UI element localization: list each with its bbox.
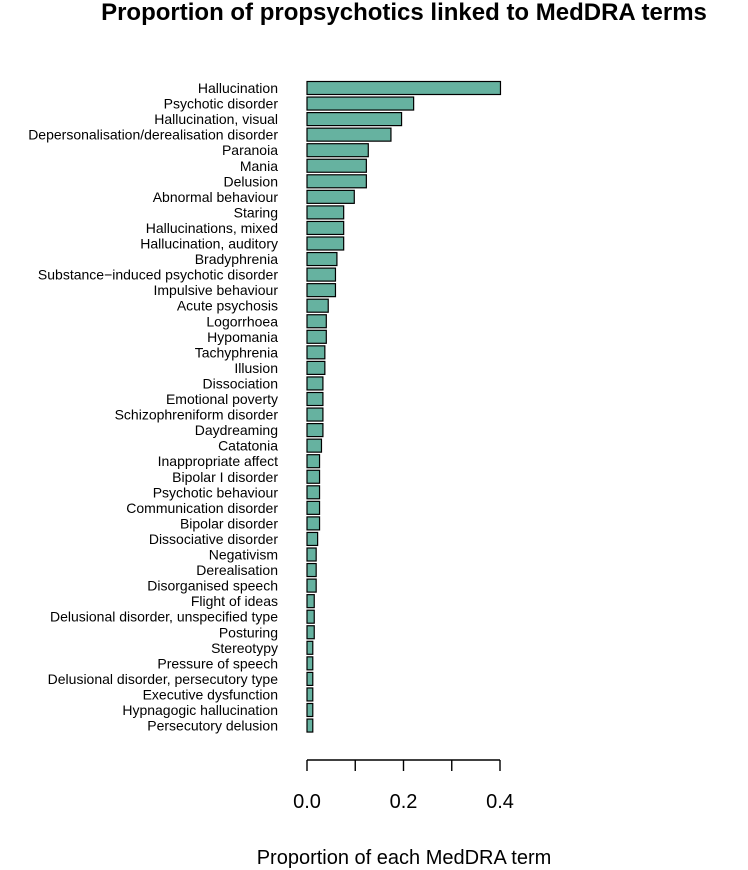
bar — [306, 423, 324, 438]
bar — [306, 500, 321, 515]
bar — [306, 391, 324, 407]
bar — [306, 407, 324, 422]
bar — [306, 298, 329, 313]
category-label: Paranoia — [222, 142, 278, 158]
bar — [306, 251, 338, 267]
bar — [306, 469, 321, 484]
bar — [306, 220, 345, 236]
category-label: Persecutory delusion — [147, 718, 278, 734]
x-tick-label: 0.2 — [390, 791, 418, 813]
category-label: Executive dysfunction — [143, 686, 278, 702]
category-label: Dissociative disorder — [149, 531, 278, 547]
bar — [306, 718, 314, 733]
bar — [306, 236, 345, 251]
category-label: Hallucination, auditory — [140, 236, 278, 252]
category-label: Tachyphrenia — [195, 344, 278, 360]
category-label: Pressure of speech — [157, 655, 278, 671]
bar — [306, 609, 315, 624]
category-label: Logorrhoea — [206, 313, 278, 329]
bar — [306, 345, 326, 360]
category-label: Impulsive behaviour — [153, 282, 278, 298]
bar — [306, 671, 314, 687]
category-label: Bipolar I disorder — [172, 469, 278, 485]
bar — [306, 360, 326, 375]
category-label: Schizophreniform disorder — [115, 407, 279, 423]
bar — [306, 562, 317, 578]
bar — [306, 547, 317, 562]
x-tick-label: 0.0 — [293, 791, 321, 813]
category-label: Communication disorder — [126, 500, 278, 516]
bar — [306, 111, 403, 127]
bar — [306, 438, 323, 453]
category-label: Hallucinations, mixed — [146, 220, 278, 236]
bar — [306, 376, 324, 391]
bar — [306, 96, 415, 111]
bar — [306, 578, 317, 593]
category-label: Negativism — [209, 547, 278, 563]
x-ticks — [306, 760, 501, 771]
category-label: Illusion — [234, 360, 278, 376]
bar — [306, 283, 337, 298]
category-label: Delusion — [224, 173, 278, 189]
category-label: Catatonia — [218, 438, 278, 454]
category-label: Hypomania — [207, 329, 278, 345]
category-label: Stereotypy — [211, 640, 278, 656]
bar — [306, 127, 392, 142]
x-tick-label: 0.4 — [486, 791, 514, 813]
x-axis: 0.0 0.2 0.4 — [293, 759, 514, 813]
bar — [306, 625, 315, 640]
category-label: Delusional disorder, unspecified type — [50, 609, 278, 625]
bar — [306, 267, 337, 282]
x-axis-title: Proportion of each MedDRA term — [257, 847, 552, 869]
chart-title: Proportion of propsychotics linked to Me… — [101, 0, 707, 26]
category-label: Acute psychosis — [177, 298, 278, 314]
bar — [306, 158, 367, 173]
category-label: Dissociation — [203, 375, 278, 391]
bar — [306, 656, 314, 671]
category-label: Psychotic disorder — [164, 96, 279, 112]
category-label: Hallucination — [198, 80, 278, 96]
bar — [306, 329, 327, 344]
category-label: Abnormal behaviour — [153, 189, 279, 205]
x-tick-labels: 0.0 0.2 0.4 — [293, 791, 514, 813]
bar — [306, 174, 367, 189]
bar — [306, 314, 327, 329]
category-label: Hallucination, visual — [154, 111, 278, 127]
category-label: Hypnagogic hallucination — [122, 702, 278, 718]
category-label: Delusional disorder, persecutory type — [48, 671, 279, 687]
category-label: Daydreaming — [195, 422, 278, 438]
category-label: Derealisation — [196, 562, 278, 578]
category-label: Bradyphrenia — [195, 251, 278, 267]
bar — [306, 594, 315, 609]
bars — [306, 80, 502, 733]
bar — [306, 485, 321, 500]
bar — [306, 189, 355, 204]
category-label: Flight of ideas — [191, 593, 278, 609]
category-label: Bipolar disorder — [180, 515, 278, 531]
bar — [306, 454, 321, 469]
bar — [306, 640, 314, 655]
bar — [306, 516, 321, 531]
bar — [306, 143, 369, 158]
category-label: Staring — [234, 204, 278, 220]
category-label: Disorganised speech — [147, 578, 278, 594]
category-label: Substance−induced psychotic disorder — [38, 267, 278, 283]
category-label: Psychotic behaviour — [153, 484, 279, 500]
bar — [306, 687, 314, 702]
bar — [306, 702, 314, 718]
category-label: Mania — [240, 158, 278, 174]
bar — [306, 80, 502, 96]
bar — [306, 205, 345, 220]
category-label: Inappropriate affect — [158, 453, 278, 469]
category-label: Emotional poverty — [166, 391, 278, 407]
category-label: Depersonalisation/derealisation disorder — [28, 127, 278, 143]
bar — [306, 531, 319, 547]
category-label: Posturing — [219, 624, 278, 640]
